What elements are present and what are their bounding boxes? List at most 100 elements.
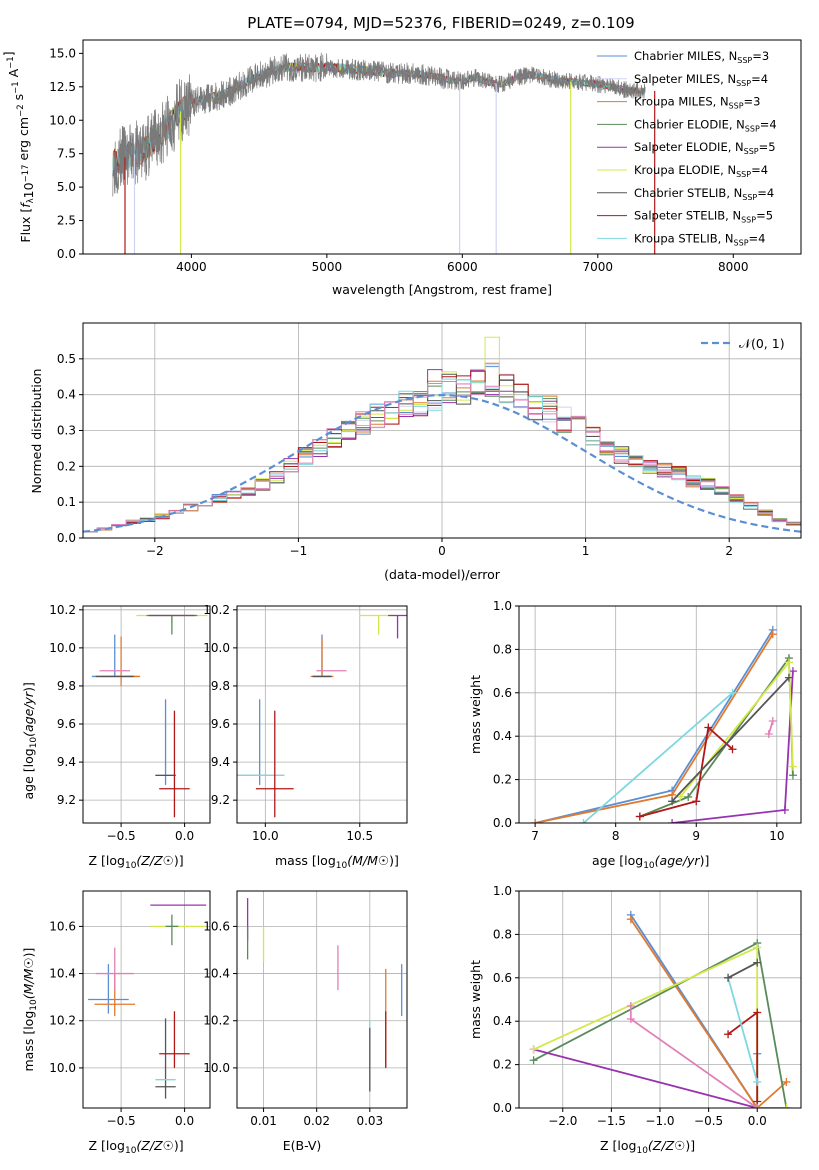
label-sub: 10 [636,1146,648,1156]
label-sub: 10 [125,861,137,871]
mass-weight-marker [635,812,644,821]
mass-vs-metallicity-chart: −0.5 0.010.010.210.410.6Z [log10(Z/Z☉)]ma… [21,890,211,1156]
y-axis-label-part: Flux [ [18,208,33,243]
label-part: )] [21,682,36,692]
mass-weight-marker [768,717,777,726]
y-axis-label: mass [log10(M/M☉)] [21,948,39,1072]
legend-entry: Chabrier MILES, NSSP=3 [634,49,769,65]
y-axis-label-part: −2 [16,104,26,117]
legend-text: =3 [744,95,761,109]
x-tick-label: 0.01 [250,1114,277,1128]
y-tick-label: 0.2 [493,773,512,787]
x-tick-label: −2.0 [548,1114,577,1128]
legend-text: Chabrier MILES, N [634,49,737,63]
mass-weight-marker [668,819,677,823]
mass-weight-line [727,961,758,979]
legend-entry: Salpeter STELIB, NSSP=5 [634,209,773,225]
legend-sub: SSP [734,238,749,247]
legend-entry: Kroupa MILES, NSSP=3 [634,95,760,111]
y-tick-label: 0.6 [493,686,512,700]
histogram-step [83,381,801,538]
y-tick-label: 10.0 [49,1061,76,1075]
y-axis-label: mass weight [468,675,483,754]
y-tick-label: 0.8 [493,642,512,656]
y-tick-label: 0.0 [493,816,512,830]
x-tick-label: −1 [290,544,308,558]
mass-weight-line [630,918,787,1108]
mass-weight-marker [788,762,797,771]
mass-weight-marker [668,797,677,806]
plot-area [246,898,403,1092]
x-tick-label: −1.5 [597,1114,626,1128]
label-part: )] [700,853,710,868]
x-tick-label: 10.0 [252,829,279,843]
legend-sub: SSP [737,56,752,65]
mass-weight-marker [753,1077,762,1086]
x-tick-label: 7 [531,829,539,843]
x-axis-label: age [log10(age/yr)] [592,853,709,871]
x-axis-label: E(B-V) [283,1138,322,1153]
plot-area [83,336,801,538]
y-tick-label: 9.4 [57,755,76,769]
x-tick-label: 2 [725,544,733,558]
mass-weight-marker [704,723,713,732]
legend-text: Salpeter ELODIE, N [634,140,744,154]
x-axis-label: Z [log10(Z/Z☉)] [89,1138,184,1156]
label-part: ☉)] [163,853,184,868]
y-tick-label: 1.0 [493,599,512,613]
axes-frame [82,322,802,539]
mass-weight-marker [529,1056,538,1065]
label-part: ☉)] [674,1138,695,1153]
y-tick-label: 0.2 [493,1058,512,1072]
plot-area [237,614,407,818]
residual-histogram-chart: −2 −1 0 1 2 0.0 0.1 0.2 0.3 0.4 0.5 𝒩(0, 1) (data-mo… [29,322,802,582]
label-sub: 10 [29,737,39,749]
mass-weight-line [727,977,759,1083]
label-part: (Z/Z [136,853,163,868]
y-tick-label: 10.0 [49,113,76,127]
label-part: (M/M [21,968,36,999]
label-part: Z [log [600,1138,636,1153]
mass-weight-line [582,692,734,823]
y-tick-label: 0.0 [493,1101,512,1115]
x-tick-label: 8000 [718,260,749,274]
axes-frame [518,605,802,824]
plot-area [531,625,797,823]
axes-frame [518,890,802,1109]
legend-text: =4 [757,186,774,200]
x-tick-label: 6000 [447,260,478,274]
mass-weight-marker [784,673,793,682]
axes-frame [236,605,408,824]
mass-weight-marker [724,973,733,982]
label-sub: 10 [125,1146,137,1156]
x-tick-label: 4000 [176,260,207,274]
label-part: ☉)] [163,1138,184,1153]
mass-weight-line [727,1010,759,1102]
label-part: (age/yr [655,853,701,868]
y-tick-label: 9.2 [211,793,230,807]
mass-weight-marker [764,730,773,739]
legend-text: Kroupa ELODIE, N [634,163,736,177]
legend-sub: SSP [736,79,751,88]
observed-spectrum [112,52,646,197]
y-tick-label: 0.4 [493,1014,512,1028]
y-tick-label: 1.0 [493,884,512,898]
y-tick-label: 0.0 [57,531,76,545]
mass-weight-marker [788,771,797,780]
mass-weight-line [671,676,790,802]
y-axis-label-part: −1 [11,81,21,94]
legend-sub: SSP [742,193,757,202]
mass-weight-marker [626,1015,635,1024]
y-axis-label-part: ] [1,51,16,56]
axes-frame [82,605,211,824]
x-tick-label: 0.0 [175,1114,194,1128]
legend-sub: SSP [744,147,759,156]
label-part: age [log [592,853,643,868]
x-tick-label: −2 [146,544,164,558]
label-part: mass [log [21,1011,36,1072]
legend-text: Chabrier STELIB, N [634,186,742,200]
y-tick-label: 2.5 [57,214,76,228]
y-tick-label: 9.6 [57,717,76,731]
legend-sub: SSP [729,102,744,111]
y-tick-label: 0.2 [57,459,76,473]
